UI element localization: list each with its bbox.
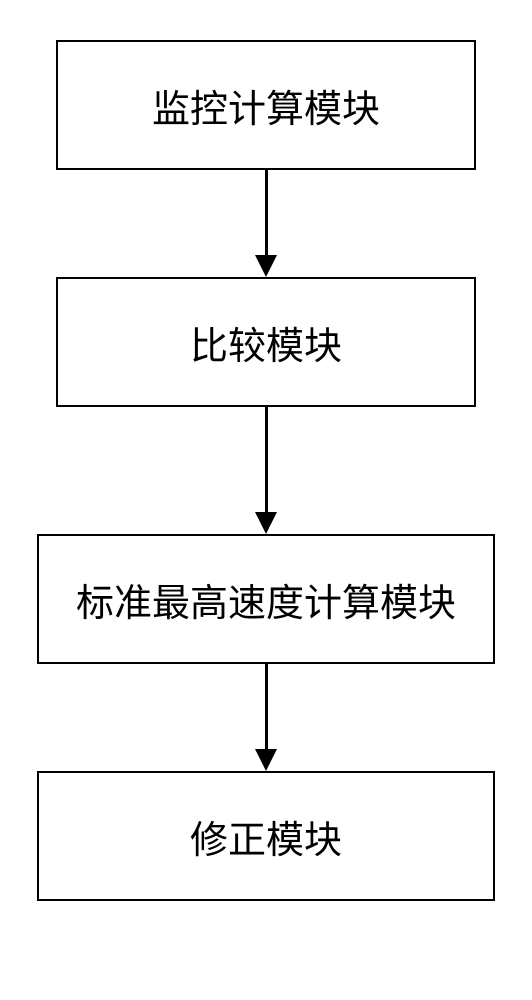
node-label: 比较模块: [190, 315, 342, 370]
flowchart-arrow: [255, 170, 277, 277]
node-label: 修正模块: [190, 809, 342, 864]
flowchart-arrow: [255, 664, 277, 771]
flowchart-node: 监控计算模块: [56, 40, 476, 170]
flowchart-node: 比较模块: [56, 277, 476, 407]
node-label: 监控计算模块: [152, 78, 380, 133]
arrow-head-icon: [255, 512, 277, 534]
flowchart-container: 监控计算模块 比较模块 标准最高速度计算模块 修正模块: [0, 40, 532, 901]
arrow-head-icon: [255, 255, 277, 277]
arrow-line: [265, 170, 268, 255]
flowchart-node: 标准最高速度计算模块: [37, 534, 495, 664]
flowchart-arrow: [255, 407, 277, 534]
arrow-line: [265, 407, 268, 512]
flowchart-node: 修正模块: [37, 771, 495, 901]
arrow-line: [265, 664, 268, 749]
arrow-head-icon: [255, 749, 277, 771]
node-label: 标准最高速度计算模块: [76, 572, 456, 627]
